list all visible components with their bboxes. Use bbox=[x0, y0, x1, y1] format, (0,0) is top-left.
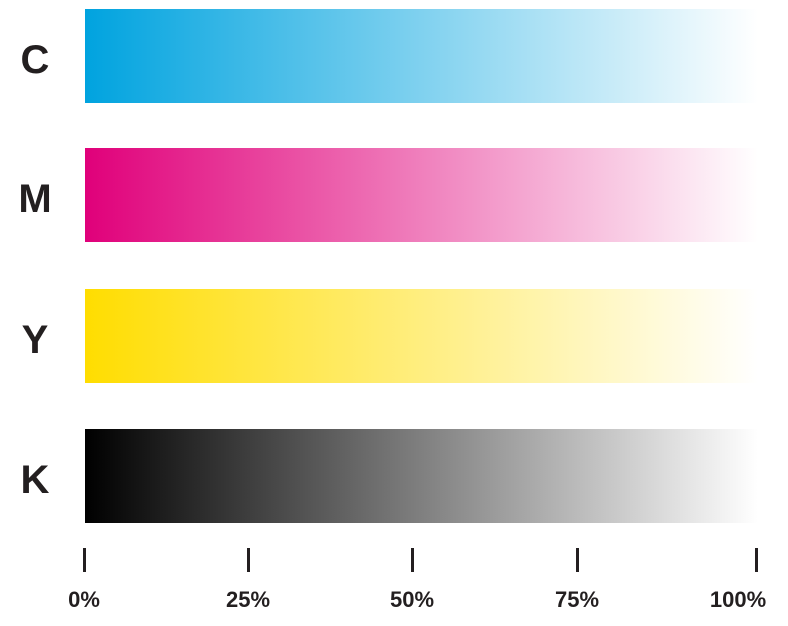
scale-tick bbox=[576, 548, 579, 572]
scale-label-50: 50% bbox=[389, 587, 435, 612]
ramp-label-k: K bbox=[20, 458, 50, 502]
ramp-label-m: M bbox=[18, 177, 52, 221]
scale-tick bbox=[83, 548, 86, 572]
scale-label-75: 75% bbox=[554, 587, 600, 612]
scale-tick bbox=[247, 548, 250, 572]
scale-tick bbox=[411, 548, 414, 572]
ramp-label-y: Y bbox=[21, 318, 49, 362]
ramp-bar-y bbox=[85, 289, 758, 383]
scale-label-25: 25% bbox=[225, 587, 271, 612]
ramp-label-c: C bbox=[20, 38, 50, 82]
ramp-bar-c bbox=[85, 9, 758, 103]
ramp-bar-k bbox=[85, 429, 758, 523]
scale-label-0: 0% bbox=[68, 587, 100, 612]
scale-tick bbox=[755, 548, 758, 572]
scale-label-100: 100% bbox=[709, 587, 767, 612]
ramp-bar-m bbox=[85, 148, 758, 242]
